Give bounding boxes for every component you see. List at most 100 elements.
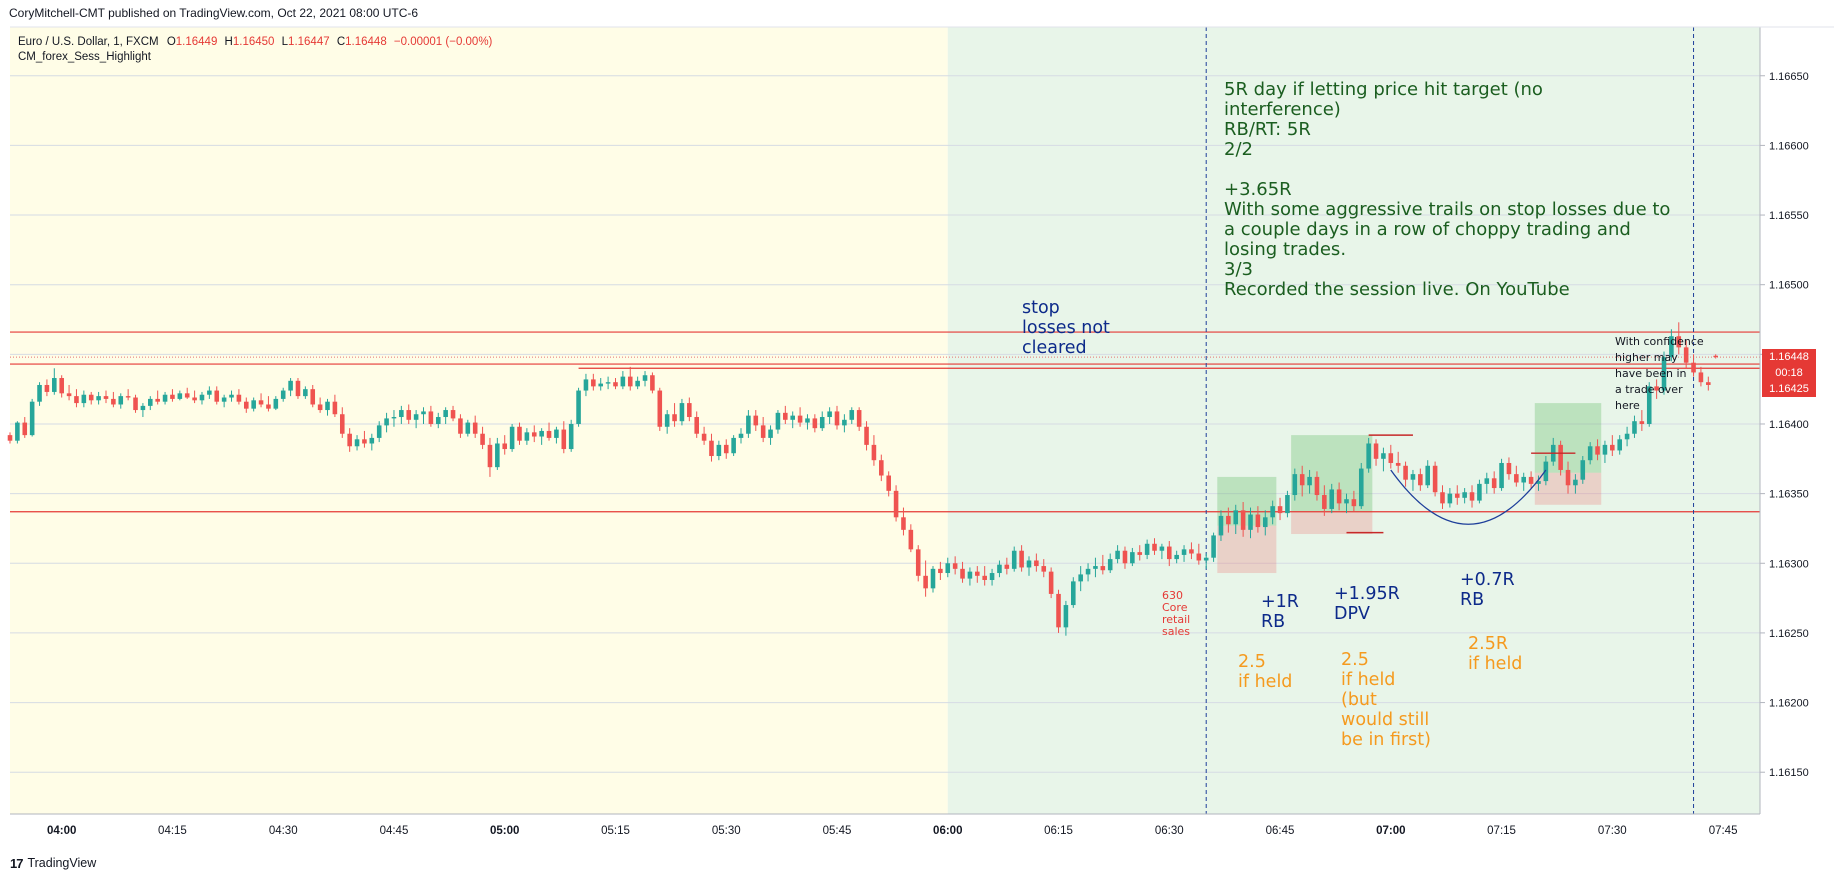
candle-body	[1034, 560, 1039, 567]
candle-body	[583, 379, 589, 391]
candle-body	[1425, 465, 1431, 486]
candle-body	[74, 396, 79, 404]
candle-body	[975, 571, 980, 576]
candle-body	[1484, 478, 1490, 484]
candle-body	[413, 414, 419, 420]
candle-body	[1373, 443, 1379, 459]
candle-body	[1410, 474, 1416, 480]
candle-body	[1602, 444, 1608, 455]
candle-body	[605, 382, 611, 384]
ohlc-change: −0.00001 (−0.00%)	[393, 36, 493, 48]
candle-body	[1395, 462, 1401, 466]
candle-body	[731, 437, 736, 454]
candle-body	[760, 425, 766, 438]
candle-body	[997, 564, 1002, 574]
candle-body	[184, 393, 190, 398]
candle-body	[362, 439, 367, 444]
y-tick-label: 1.16300	[1769, 558, 1809, 570]
candle-body	[1011, 550, 1017, 569]
x-tick-label: 05:30	[712, 825, 741, 837]
candle-body	[1041, 566, 1047, 572]
grid	[10, 75, 1760, 773]
x-tick-label: 04:00	[47, 825, 76, 837]
candle-body	[753, 415, 759, 426]
candle-body	[1469, 492, 1475, 501]
candle-body	[709, 440, 714, 457]
candle-body	[1454, 493, 1460, 498]
candle-body	[672, 414, 677, 422]
indicator-name[interactable]: CM_forex_Sess_Highlight	[18, 51, 151, 63]
price-chart[interactable]: 1.164501.164001.163501.163001.162501.162…	[0, 0, 1834, 850]
confidence-note: With confidence higher may have been in …	[1615, 335, 1704, 412]
candle-body	[1610, 444, 1615, 451]
candle-body	[1233, 510, 1239, 525]
candle-body	[66, 393, 72, 397]
candle-body	[1071, 581, 1076, 606]
candle-body	[369, 437, 375, 444]
candle-body	[1462, 492, 1467, 498]
candle-body	[22, 422, 28, 436]
candle-body	[1587, 446, 1593, 461]
candle-body	[982, 575, 987, 580]
candle-body	[930, 568, 936, 589]
candle-body	[399, 410, 404, 418]
candle-body	[251, 400, 256, 409]
candle-body	[1646, 386, 1652, 424]
candle-body	[812, 418, 818, 429]
candle-body	[207, 390, 212, 395]
candle-body	[339, 414, 345, 434]
candle-body	[723, 444, 729, 454]
candle-body	[495, 443, 500, 468]
candle-body	[517, 426, 522, 441]
candle-body	[118, 396, 124, 405]
candle-body	[435, 417, 441, 424]
candle-body	[664, 414, 670, 427]
level-price-tag: 1.16425	[1762, 381, 1816, 397]
candle-body	[598, 383, 604, 387]
candle-body	[775, 412, 781, 430]
candles	[7, 322, 1718, 636]
candle-body	[1683, 347, 1689, 363]
candle-body	[539, 430, 544, 437]
x-tick-label: 07:00	[1376, 825, 1405, 837]
candle-body	[1130, 552, 1135, 564]
candle-body	[502, 443, 508, 450]
candle-body	[879, 460, 884, 476]
candle-body	[960, 568, 965, 579]
tradingview-logo-icon: 17	[10, 855, 24, 871]
candle-body	[450, 410, 456, 419]
candle-body	[1336, 489, 1342, 504]
x-tick-label: 04:30	[269, 825, 298, 837]
candle-body	[650, 375, 655, 391]
candle-body	[1388, 453, 1394, 463]
footer-brand[interactable]: 17 TradingView	[10, 852, 96, 874]
candle-body	[1299, 474, 1305, 486]
candle-body	[37, 384, 42, 402]
candle-body	[310, 389, 316, 405]
candle-body	[805, 418, 810, 423]
candle-body	[834, 411, 840, 426]
candle-body	[421, 411, 426, 415]
x-tick-label: 07:15	[1487, 825, 1516, 837]
candle-body	[15, 422, 20, 441]
candle-body	[1218, 515, 1224, 536]
candle-body	[1691, 362, 1696, 373]
candle-body	[613, 382, 618, 387]
candle-body	[716, 444, 722, 457]
candle-body	[524, 432, 530, 441]
candle-body	[258, 400, 264, 405]
publish-info: CoryMitchell-CMT published on TradingVie…	[9, 6, 419, 20]
candle-body	[989, 573, 995, 580]
candle-body	[1514, 474, 1519, 483]
y-tick-label: 1.16400	[1769, 419, 1809, 431]
candle-body	[177, 393, 183, 399]
candle-body	[576, 390, 581, 424]
candle-body	[1654, 386, 1659, 391]
candle-body	[679, 403, 685, 422]
rounded-bottom-arc	[1390, 469, 1547, 525]
candle-body	[1019, 550, 1024, 568]
candle-body	[1248, 514, 1253, 530]
x-tick-label: 04:45	[380, 825, 409, 837]
candle-body	[1255, 514, 1261, 528]
candle-body	[687, 403, 692, 418]
